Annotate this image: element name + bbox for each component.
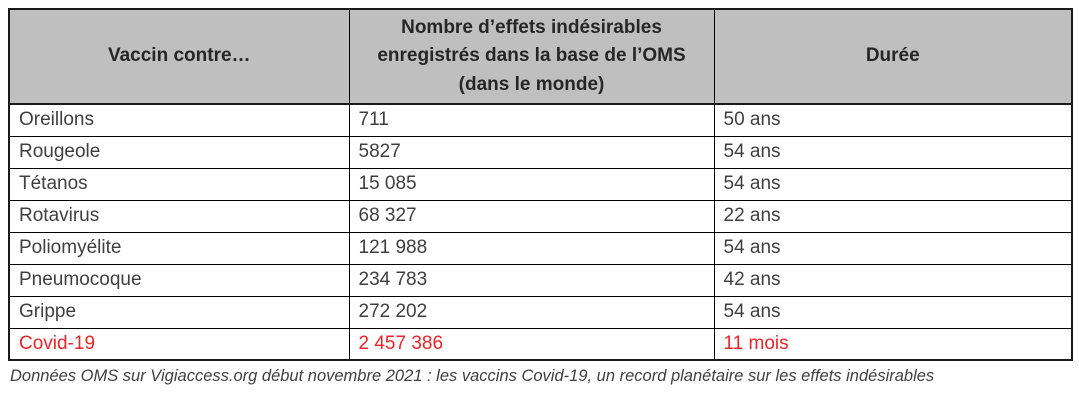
table-header: Vaccin contre… Nombre d’effets indésirab… <box>8 8 1073 105</box>
cell-count: 68 327 <box>348 199 715 233</box>
cell-duration: 22 ans <box>713 199 1073 233</box>
source-caption: Données OMS sur Vigiaccess.org début nov… <box>10 367 935 385</box>
column-header-duration: Durée <box>713 8 1073 105</box>
cell-vaccine: Poliomyélite <box>8 231 350 265</box>
table-row: Poliomyélite 121 988 54 ans <box>8 231 1073 265</box>
cell-count: 121 988 <box>348 231 715 265</box>
column-header-count: Nombre d’effets indésirables enregistrés… <box>348 8 715 105</box>
cell-count: 234 783 <box>348 263 715 297</box>
cell-duration: 54 ans <box>713 295 1073 329</box>
cell-count: 5827 <box>348 135 715 169</box>
cell-vaccine: Rougeole <box>8 135 350 169</box>
table-row: Covid-19 2 457 386 11 mois <box>8 327 1073 361</box>
table-row: Pneumocoque 234 783 42 ans <box>8 263 1073 297</box>
cell-count: 272 202 <box>348 295 715 329</box>
document-page: Vaccin contre… Nombre d’effets indésirab… <box>8 8 1073 385</box>
cell-duration: 42 ans <box>713 263 1073 297</box>
cell-duration: 50 ans <box>713 103 1073 137</box>
cell-duration: 54 ans <box>713 231 1073 265</box>
cell-duration: 54 ans <box>713 135 1073 169</box>
cell-vaccine: Rotavirus <box>8 199 350 233</box>
cell-duration: 54 ans <box>713 167 1073 201</box>
table-row: Rotavirus 68 327 22 ans <box>8 199 1073 233</box>
cell-vaccine: Pneumocoque <box>8 263 350 297</box>
cell-vaccine: Oreillons <box>8 103 350 137</box>
cell-count: 711 <box>348 103 715 137</box>
cell-vaccine: Covid-19 <box>8 327 350 361</box>
table-row: Tétanos 15 085 54 ans <box>8 167 1073 201</box>
column-header-vaccine: Vaccin contre… <box>8 8 350 105</box>
vaccine-adverse-effects-table: Vaccin contre… Nombre d’effets indésirab… <box>8 8 1073 361</box>
table-body: Oreillons 711 50 ans Rougeole 5827 54 ans Téta… <box>8 103 1073 361</box>
table-row: Rougeole 5827 54 ans <box>8 135 1073 169</box>
cell-vaccine: Grippe <box>8 295 350 329</box>
header-row: Vaccin contre… Nombre d’effets indésirab… <box>8 8 1073 105</box>
cell-count: 2 457 386 <box>348 327 715 361</box>
cell-vaccine: Tétanos <box>8 167 350 201</box>
cell-count: 15 085 <box>348 167 715 201</box>
cell-duration: 11 mois <box>713 327 1073 361</box>
table-row: Grippe 272 202 54 ans <box>8 295 1073 329</box>
table-row: Oreillons 711 50 ans <box>8 103 1073 137</box>
